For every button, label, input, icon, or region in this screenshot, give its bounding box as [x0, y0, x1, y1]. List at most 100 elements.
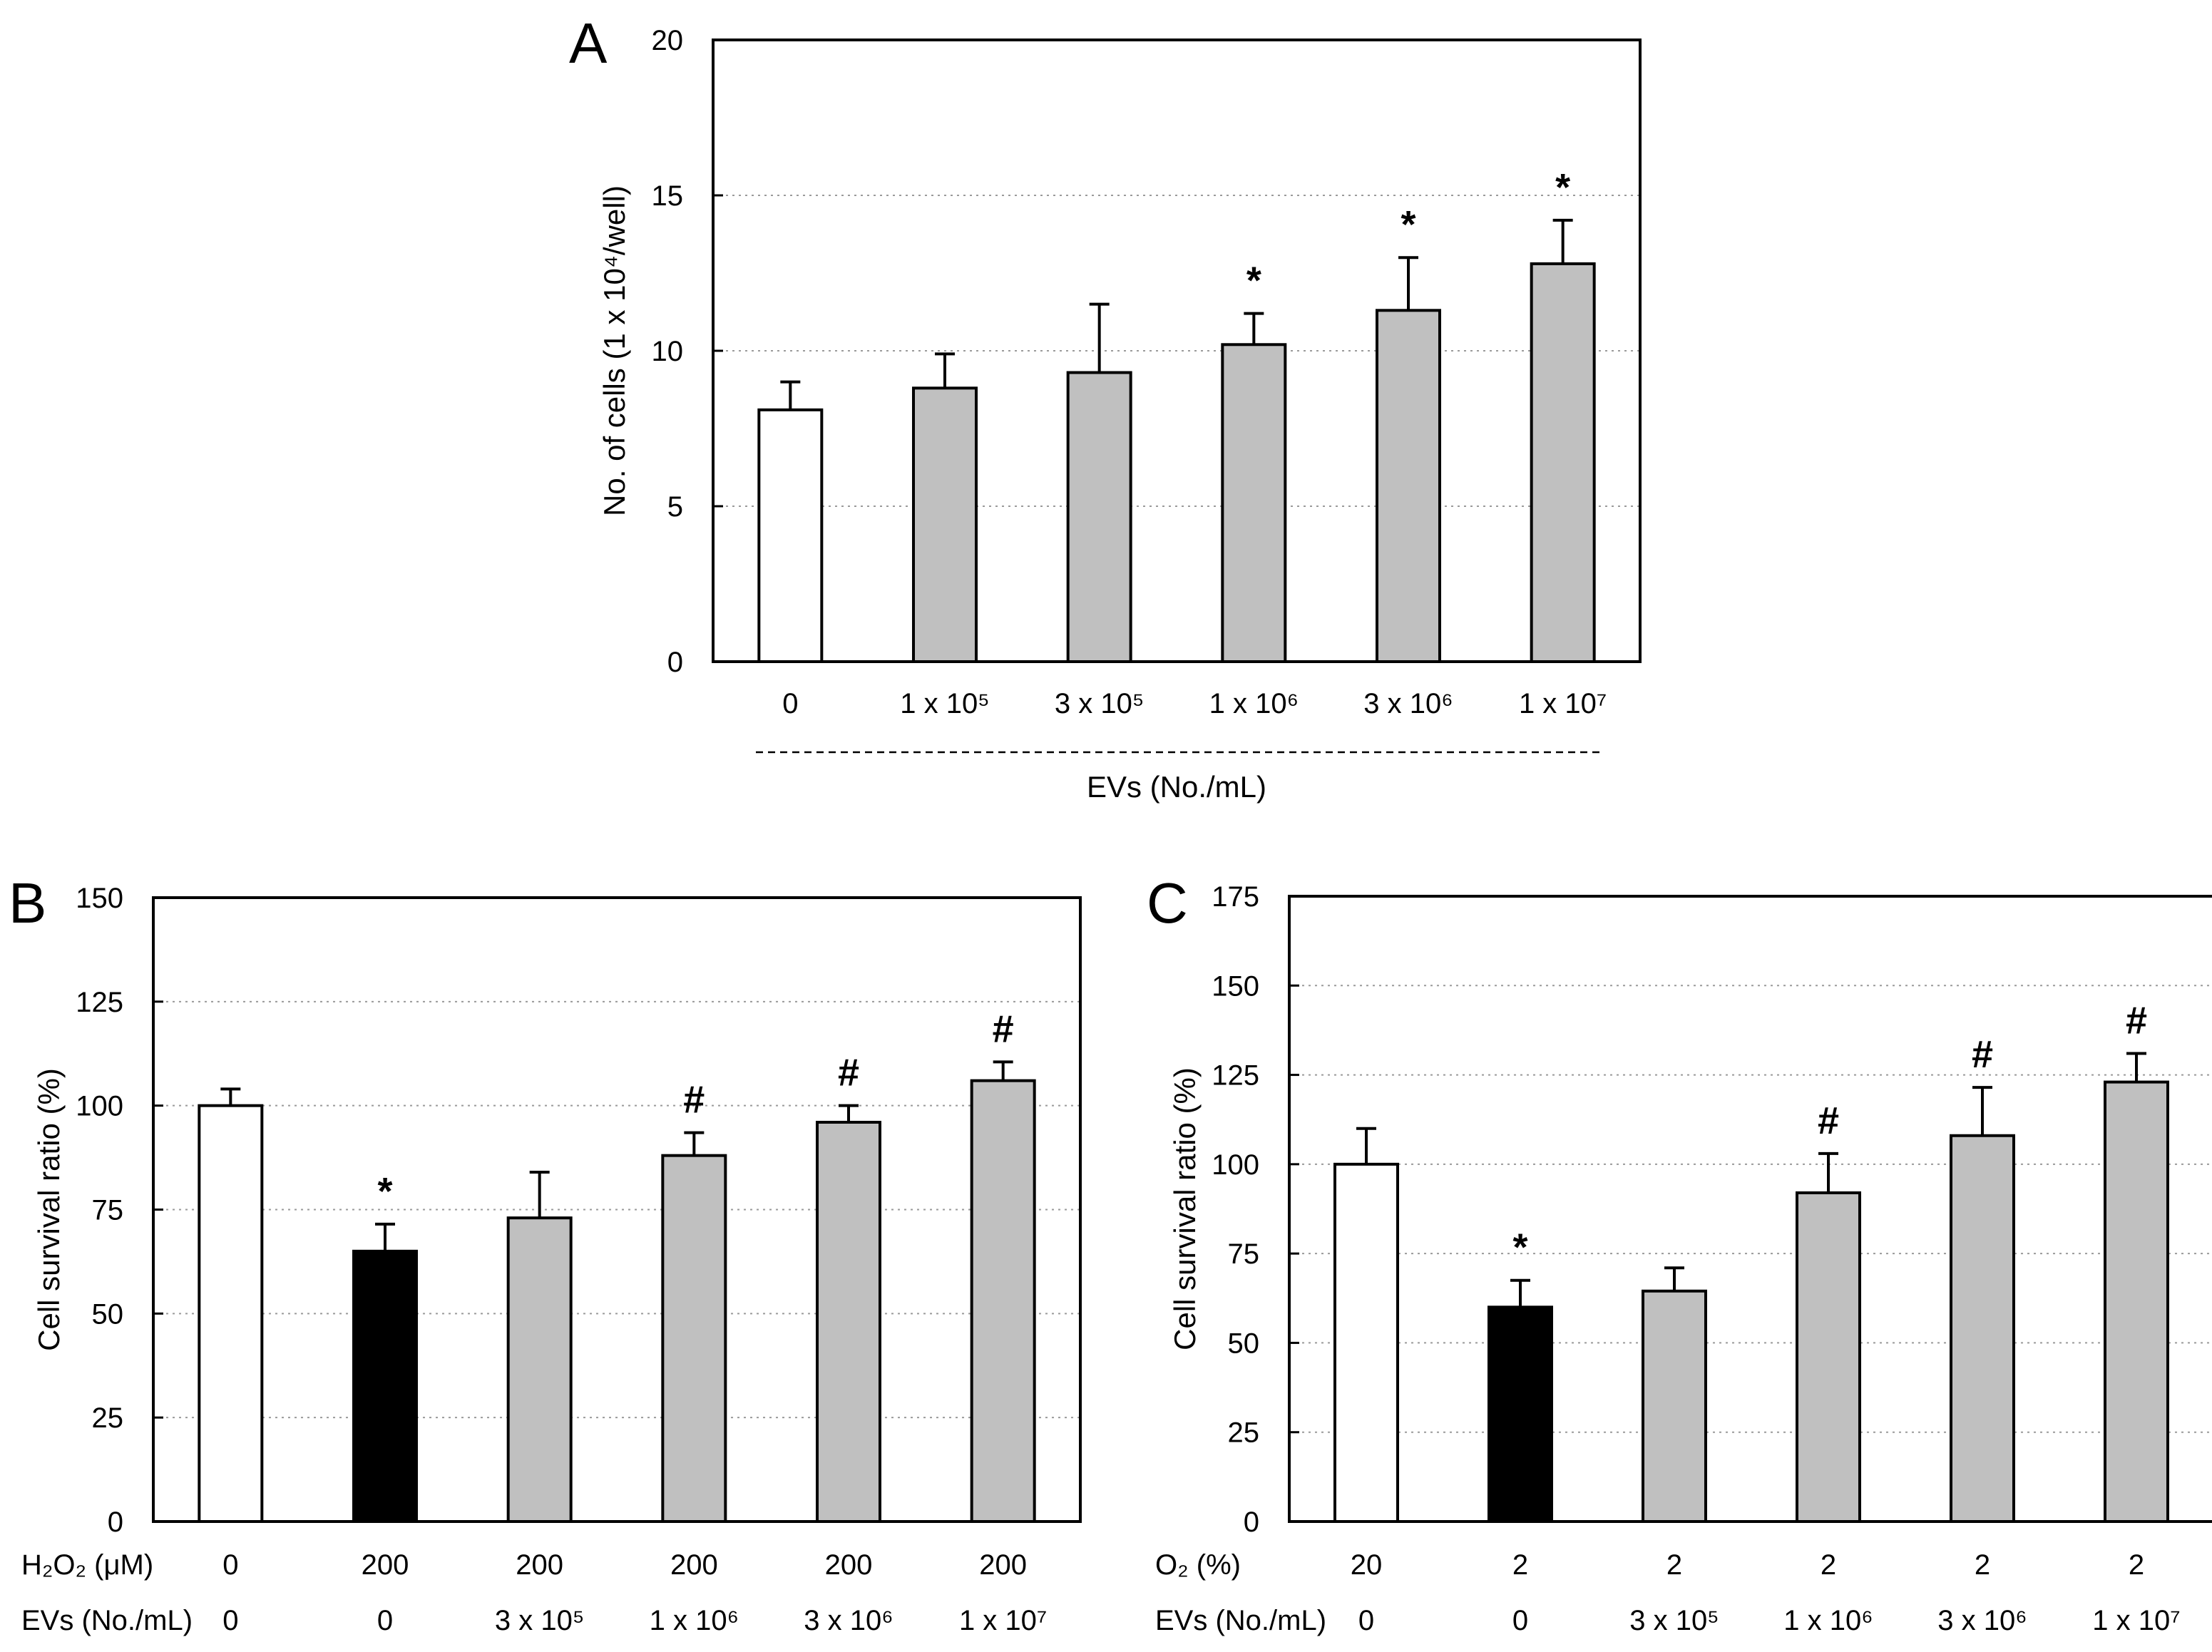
panel-letter: C [1147, 871, 1188, 935]
panel-letter: B [9, 871, 46, 935]
significance-marker: # [838, 1052, 859, 1094]
bar [1333, 1162, 1399, 1524]
y-tick-label: 150 [76, 883, 123, 914]
y-tick-label: 0 [108, 1507, 123, 1538]
x-tick-label: 0 [377, 1605, 393, 1636]
error-bar [780, 380, 801, 410]
x-tick-label: 1 x 10⁶ [1783, 1605, 1873, 1636]
y-tick-label: 20 [652, 25, 684, 56]
x-tick-label: 3 x 10⁵ [1629, 1605, 1719, 1636]
x-tick-label: 200 [825, 1549, 873, 1581]
y-axis-label: No. of cells (1 x 10⁴/well) [598, 185, 631, 516]
error-bar [1664, 1266, 1684, 1291]
y-axis-label: Cell survival ratio (%) [1168, 1067, 1202, 1350]
bar [1950, 1134, 2015, 1524]
y-tick-label: 175 [1212, 881, 1259, 913]
error-bar [2126, 1052, 2146, 1082]
x-tick-label: 0 [222, 1605, 238, 1636]
y-tick-label: 75 [1228, 1238, 1260, 1270]
x-tick-label: 1 x 10⁶ [650, 1605, 739, 1636]
error-bar [1818, 1151, 1838, 1193]
error-bar [1244, 312, 1264, 345]
significance-marker: * [1555, 166, 1570, 209]
error-bar [1356, 1127, 1376, 1164]
bar [816, 1121, 881, 1523]
y-tick-label: 100 [76, 1091, 123, 1122]
error-bar [1972, 1086, 1992, 1136]
significance-marker: * [377, 1170, 392, 1213]
x-tick-label: 3 x 10⁵ [1055, 688, 1145, 719]
y-tick-label: 125 [1212, 1060, 1259, 1092]
x-tick-label: 2 [1975, 1549, 1990, 1581]
bar [352, 1249, 418, 1524]
significance-marker: # [1972, 1033, 1993, 1076]
bar [1376, 309, 1441, 663]
y-tick-label: 75 [92, 1195, 124, 1226]
x-tick-label: 1 x 10⁷ [2092, 1605, 2180, 1636]
y-tick-label: 0 [667, 647, 683, 678]
bar [2104, 1080, 2169, 1523]
error-bar [935, 352, 955, 389]
y-tick-label: 10 [652, 336, 684, 367]
x-tick-label: 3 x 10⁶ [1937, 1605, 2027, 1636]
bar [1066, 371, 1132, 664]
y-tick-label: 150 [1212, 970, 1259, 1002]
x-tick-label: 2 [2129, 1549, 2144, 1581]
plot-frame [1288, 895, 2212, 1523]
y-tick-label: 15 [652, 180, 684, 212]
category-row-label: EVs (No./mL) [1155, 1605, 1326, 1636]
x-axis-label: EVs (No./mL) [1087, 770, 1266, 804]
chart-panel-a: A 0 5 10 15 20 * * * No. of cells (1 x 10⁴/well) 0… [569, 11, 1642, 804]
bar [1796, 1191, 1861, 1524]
x-tick-label: 200 [516, 1549, 563, 1581]
x-tick-label: 2 [1666, 1549, 1682, 1581]
x-tick-label: 3 x 10⁶ [1363, 688, 1453, 719]
x-tick-label: 20 [1351, 1549, 1383, 1581]
y-tick-label: 100 [1212, 1149, 1259, 1181]
x-tick-label: 2 [1512, 1549, 1528, 1581]
category-row-label: O₂ (%) [1155, 1549, 1241, 1581]
x-tick-label: 1 x 10⁷ [959, 1605, 1047, 1636]
error-bar [1089, 302, 1110, 373]
y-tick-label: 50 [1228, 1328, 1260, 1359]
significance-marker: # [993, 1007, 1014, 1050]
significance-marker: * [1401, 203, 1415, 246]
chart-panel-b: B 0 25 50 75 100 125 150 * # # # Cell survival ratio… [9, 871, 1082, 1636]
plot-frame [152, 896, 1082, 1523]
category-row-label: EVs (No./mL) [21, 1605, 193, 1636]
error-bar [1398, 256, 1418, 311]
error-bar [1510, 1278, 1530, 1308]
error-bar [839, 1104, 859, 1122]
y-tick-label: 50 [92, 1298, 124, 1330]
error-bar [1552, 218, 1573, 264]
x-tick-label: 200 [979, 1549, 1027, 1581]
x-tick-label: 0 [782, 688, 798, 719]
significance-marker: # [683, 1079, 705, 1122]
x-tick-label: 0 [222, 1549, 238, 1581]
bar [1642, 1289, 1707, 1523]
y-axis-label: Cell survival ratio (%) [32, 1068, 66, 1351]
y-tick-label: 25 [92, 1402, 124, 1434]
bar [1221, 343, 1287, 663]
x-tick-label: 200 [670, 1549, 718, 1581]
x-tick-label: 1 x 10⁷ [1519, 688, 1607, 719]
x-tick-label: 2 [1821, 1549, 1836, 1581]
bar [1530, 262, 1596, 664]
x-tick-label: 3 x 10⁶ [804, 1605, 893, 1636]
significance-marker: * [1246, 260, 1261, 302]
chart-panel-c: C 0 25 50 75 100 125 150 175 * # # # Cell survival ra… [1147, 871, 2212, 1636]
panel-letter: A [569, 11, 608, 75]
bar [970, 1079, 1036, 1523]
error-bar [220, 1087, 241, 1106]
bar [661, 1154, 727, 1523]
error-bar [993, 1060, 1013, 1081]
error-bar [375, 1222, 395, 1251]
error-bar [684, 1131, 705, 1156]
significance-marker: * [1512, 1226, 1527, 1269]
bar [198, 1104, 264, 1523]
x-tick-label: 1 x 10⁶ [1209, 688, 1299, 719]
y-tick-label: 125 [76, 987, 123, 1018]
x-tick-label: 0 [1512, 1605, 1528, 1636]
y-tick-label: 25 [1228, 1417, 1260, 1449]
